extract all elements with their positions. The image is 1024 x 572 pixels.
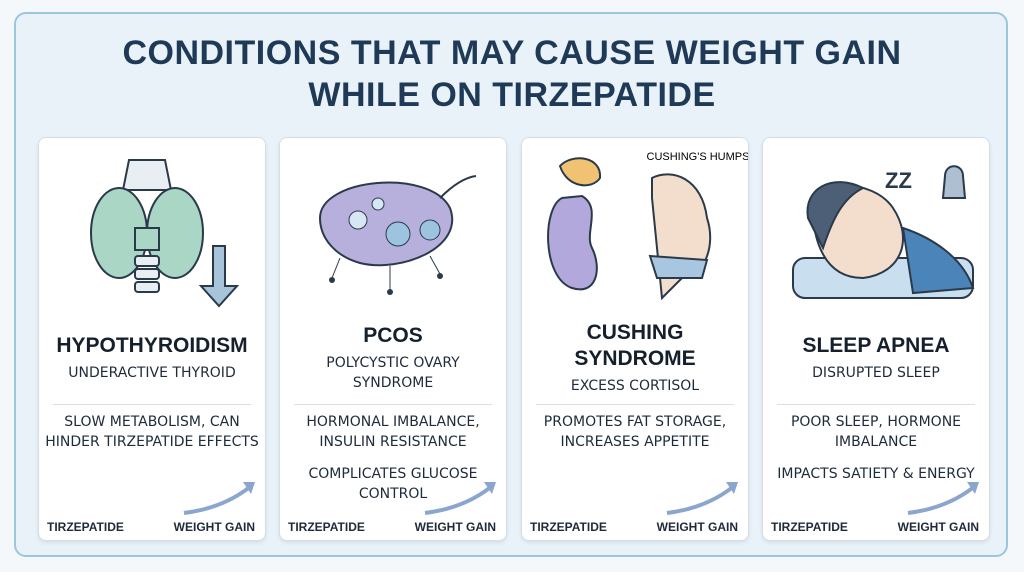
footer-right: WEIGHT GAIN xyxy=(656,520,738,534)
divider xyxy=(777,404,975,405)
footer-left: TIRZEPATIDE xyxy=(530,520,607,534)
card: CUSHING'S HUMPS CUSHING SYNDROME EXCESS C… xyxy=(521,137,749,541)
footer-left: TIRZEPATIDE xyxy=(771,520,848,534)
illustration-label: CUSHING'S HUMPS xyxy=(647,151,748,163)
arrow xyxy=(183,482,255,515)
title: CONDITIONS THAT MAY CAUSE WEIGHT GAIN WH… xyxy=(0,32,1024,116)
card-title: CUSHING SYNDROME xyxy=(574,321,696,370)
cushing-illustration: CUSHING'S HUMPS xyxy=(547,151,748,301)
footer-left: TIRZEPATIDE xyxy=(288,520,365,534)
arrow xyxy=(666,482,738,515)
card: ZZ SLEEP APNEA DISRUPTED SLEEP POOR SLEEP… xyxy=(762,137,990,541)
arrow xyxy=(424,482,496,515)
detail: IMPACTS SATIETY & ENERGY xyxy=(777,466,975,482)
sleep-illustration: ZZ xyxy=(792,165,975,299)
detail: SLOW METABOLISM, CAN HINDER TIRZEPATIDE … xyxy=(45,414,259,450)
card-subtitle: POLYCYSTIC OVARY SYNDROME xyxy=(326,355,460,391)
arrow xyxy=(907,482,979,515)
title-line: CONDITIONS THAT MAY CAUSE WEIGHT GAIN xyxy=(122,34,902,72)
footer-right: WEIGHT GAIN xyxy=(414,520,496,534)
card-subtitle: EXCESS CORTISOL xyxy=(570,378,700,394)
divider xyxy=(294,404,492,405)
ovary-illustration xyxy=(318,175,477,295)
divider xyxy=(53,404,251,405)
illustration-label: ZZ xyxy=(885,168,912,193)
card-title: PCOS xyxy=(363,324,423,347)
footer-right: WEIGHT GAIN xyxy=(897,520,979,534)
footer-left: TIRZEPATIDE xyxy=(47,520,124,534)
detail: HORMONAL IMBALANCE, INSULIN RESISTANCE xyxy=(306,414,480,450)
card: HYPOTHYROIDISM UNDERACTIVE THYROID SLOW M… xyxy=(38,137,266,541)
card: PCOS POLYCYSTIC OVARY SYNDROME HORMONAL I… xyxy=(279,137,507,541)
footer-right: WEIGHT GAIN xyxy=(173,520,255,534)
card-subtitle: UNDERACTIVE THYROID xyxy=(68,365,236,381)
detail: COMPLICATES GLUCOSE CONTROL xyxy=(308,466,478,502)
title-line: WHILE ON TIRZEPATIDE xyxy=(308,76,716,114)
divider xyxy=(536,404,734,405)
detail: POOR SLEEP, HORMONE IMBALANCE xyxy=(790,414,962,450)
card-title: SLEEP APNEA xyxy=(802,334,950,357)
thyroid-illustration xyxy=(90,159,240,308)
card-title: HYPOTHYROIDISM xyxy=(56,334,248,357)
card-subtitle: DISRUPTED SLEEP xyxy=(812,365,940,381)
detail: PROMOTES FAT STORAGE, INCREASES APPETITE xyxy=(543,414,727,450)
